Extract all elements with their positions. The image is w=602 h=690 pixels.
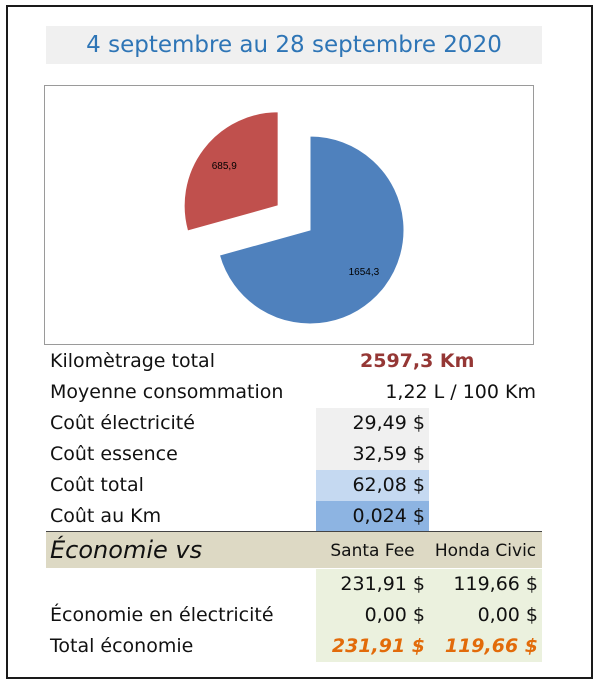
total-row: Coût total 62,08 $ [46, 470, 542, 501]
elec-value: 29,49 $ [316, 408, 429, 439]
km-value: 2597,3 Km [360, 350, 475, 372]
report-title: 4 septembre au 28 septembre 2020 [46, 26, 542, 64]
elec-label: Coût électricité [50, 412, 195, 434]
economy-header: Économie vs Santa Fee Honda Civic [46, 531, 542, 568]
km-label: Kilomètrage total [50, 350, 215, 372]
pie-data-label-685: 685,9 [212, 161, 237, 172]
perkm-row: Coût au Km 0,024 $ [46, 501, 542, 532]
total-value: 62,08 $ [316, 470, 429, 501]
conso-value: 1,22 L / 100 Km [385, 381, 536, 403]
pie-chart: 1654,3 685,9 [44, 85, 534, 345]
essence-value: 32,59 $ [316, 439, 429, 470]
economy-row-1: 231,91 $ 119,66 $ [46, 569, 542, 600]
perkm-label: Coût au Km [50, 505, 162, 527]
economy-row-2-honda-civic: 0,00 $ [429, 600, 542, 631]
total-label: Coût total [50, 474, 144, 496]
economy-row-3-honda-civic: 119,66 $ [429, 631, 542, 662]
economy-row-1-honda-civic: 119,66 $ [429, 569, 542, 600]
essence-label: Coût essence [50, 443, 178, 465]
km-row: Kilomètrage total 2597,3 Km [46, 346, 542, 377]
pie-chart-svg: 1654,3 685,9 [183, 111, 405, 325]
economy-col-santa-fee: Santa Fee [330, 541, 415, 561]
conso-label: Moyenne consommation [50, 381, 284, 403]
economy-row-1-santa-fee: 231,91 $ [316, 569, 429, 600]
economy-col-honda-civic: Honda Civic [434, 541, 537, 561]
economy-row-2-santa-fee: 0,00 $ [316, 600, 429, 631]
conso-row: Moyenne consommation 1,22 L / 100 Km [46, 377, 542, 408]
economy-row-3-label: Total économie [50, 635, 194, 657]
perkm-value: 0,024 $ [316, 501, 429, 532]
economy-row-2-label: Économie en électricité [50, 604, 274, 626]
pie-slice-685 [183, 111, 279, 232]
economy-row-3-santa-fee: 231,91 $ [316, 631, 429, 662]
pie-data-label-1654: 1654,3 [349, 267, 380, 278]
economy-row-2: Économie en électricité 0,00 $ 0,00 $ [46, 600, 542, 631]
economy-title: Économie vs [50, 536, 203, 564]
elec-row: Coût électricité 29,49 $ [46, 408, 542, 439]
essence-row: Coût essence 32,59 $ [46, 439, 542, 470]
pie-slice-1654 [218, 135, 405, 325]
economy-row-3: Total économie 231,91 $ 119,66 $ [46, 631, 542, 662]
